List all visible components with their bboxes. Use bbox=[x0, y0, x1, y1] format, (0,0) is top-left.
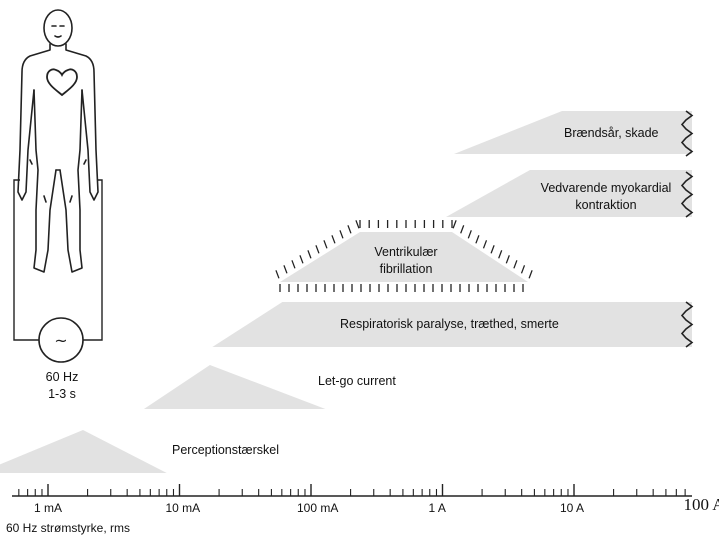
source-duration-label: 1-3 s bbox=[48, 387, 76, 401]
hatch-mark bbox=[339, 230, 344, 239]
heart-icon bbox=[46, 68, 78, 97]
hatch-mark bbox=[323, 240, 328, 249]
hatch-mark bbox=[291, 260, 296, 269]
tick-label: 10 A bbox=[560, 501, 585, 515]
tick-label: 100 A bbox=[683, 495, 719, 514]
break-zigzag-icon bbox=[680, 171, 694, 218]
hatch-mark bbox=[275, 270, 280, 279]
ac-source-icon: ~ bbox=[38, 317, 84, 363]
hatch-mark bbox=[299, 255, 304, 264]
hatch-mark bbox=[460, 225, 465, 234]
hatch-mark bbox=[528, 270, 533, 279]
tick-label: 100 mA bbox=[297, 501, 339, 515]
circuit-wire bbox=[13, 179, 103, 341]
axis-title: 60 Hz strømstyrke, rms bbox=[6, 521, 131, 535]
region-label-perception: Perceptionstærskel bbox=[172, 443, 279, 457]
regions bbox=[0, 110, 694, 473]
break-zigzag-icon bbox=[680, 110, 694, 157]
region-fibrillation bbox=[280, 232, 528, 282]
region-label-burns: Brændsår, skade bbox=[564, 126, 659, 140]
region-perception bbox=[0, 430, 167, 473]
hatch-mark bbox=[505, 255, 510, 264]
svg-text:~: ~ bbox=[54, 331, 67, 350]
hatch-mark bbox=[315, 245, 320, 254]
region-label-myocardial-1: Vedvarende myokardial bbox=[540, 181, 672, 195]
hatch-mark bbox=[452, 220, 457, 229]
region-letgo bbox=[143, 365, 326, 409]
region-burns bbox=[454, 111, 692, 154]
tick-label: 1 mA bbox=[34, 501, 63, 515]
hatch-mark bbox=[513, 260, 518, 269]
region-label-fibrillation-2: fibrillation bbox=[379, 262, 433, 276]
hatch-mark bbox=[490, 245, 495, 254]
human-body-icon bbox=[17, 9, 99, 273]
hatch-mark bbox=[347, 225, 352, 234]
hatch-mark bbox=[498, 250, 503, 259]
current-axis bbox=[12, 484, 692, 497]
region-myocardial bbox=[446, 170, 692, 217]
tick-label: 10 mA bbox=[165, 501, 201, 515]
break-zigzag-icon bbox=[680, 301, 694, 348]
hatch-mark bbox=[475, 235, 480, 244]
source-frequency-label: 60 Hz bbox=[45, 370, 79, 384]
region-label-letgo: Let-go current bbox=[318, 374, 396, 388]
hatch-mark bbox=[331, 235, 336, 244]
region-respiratory bbox=[212, 302, 692, 347]
hatch-mark bbox=[467, 230, 472, 239]
hatch-mark bbox=[520, 265, 526, 274]
hatch-mark bbox=[482, 240, 488, 249]
region-label-fibrillation-1: Ventrikulær bbox=[374, 245, 438, 259]
hatch-mark bbox=[355, 220, 360, 229]
hatch-mark bbox=[307, 250, 312, 259]
hatch-mark bbox=[283, 265, 288, 274]
tick-label: 1 A bbox=[428, 501, 446, 515]
region-label-myocardial-2: kontraktion bbox=[575, 198, 637, 212]
region-label-respiratory: Respiratorisk paralyse, træthed, smerte bbox=[340, 317, 559, 331]
